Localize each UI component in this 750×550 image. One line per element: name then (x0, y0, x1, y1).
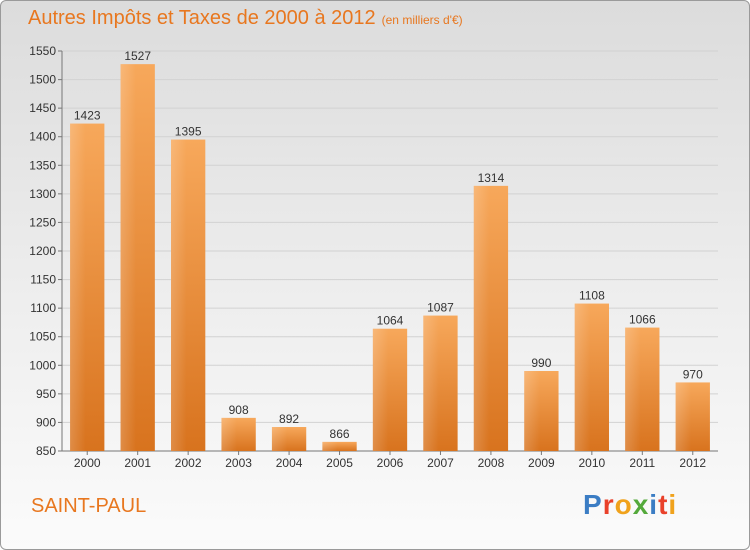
bar-highlight-2011 (625, 327, 641, 451)
y-tick-label-1350: 1350 (29, 158, 56, 172)
data-label-2004: 892 (279, 412, 299, 426)
y-tick-label-1450: 1450 (29, 101, 56, 115)
y-tick-label-1500: 1500 (29, 73, 56, 87)
y-tick-label-1300: 1300 (29, 187, 56, 201)
y-tick-label-900: 900 (36, 415, 56, 429)
data-label-2001: 1527 (124, 49, 151, 63)
y-tick-label-950: 950 (36, 387, 56, 401)
bar-highlight-2000 (70, 123, 86, 452)
place-name: SAINT-PAUL (31, 495, 147, 517)
y-tick-label-1100: 1100 (30, 301, 56, 315)
bar-highlight-2005 (322, 441, 338, 451)
data-label-2007: 1087 (427, 301, 454, 315)
bar-highlight-2007 (423, 315, 439, 451)
x-tick-label-2008: 2008 (478, 456, 505, 470)
x-tick-label-2007: 2007 (427, 456, 454, 470)
data-label-2006: 1064 (377, 314, 404, 328)
x-tick-label-2010: 2010 (578, 456, 605, 470)
x-tick-label-2009: 2009 (528, 456, 555, 470)
chart-title: Autres Impôts et Taxes de 2000 à 2012 (en… (28, 7, 463, 30)
x-tick-label-2002: 2002 (175, 456, 202, 470)
bar-highlight-2001 (120, 64, 136, 451)
y-tick-label-1550: 1550 (29, 44, 56, 58)
y-tick-label-1000: 1000 (29, 358, 56, 372)
chart-title-text: Autres Impôts et Taxes de 2000 à 2012 (28, 7, 376, 29)
bar-highlight-2009 (524, 371, 540, 451)
bar-highlight-2004 (271, 427, 288, 451)
y-tick-label-1200: 1200 (29, 244, 56, 258)
data-label-2000: 1423 (74, 109, 101, 123)
x-tick-label-2012: 2012 (679, 456, 706, 470)
x-tick-label-2011: 2011 (629, 456, 655, 470)
data-label-2008: 1314 (478, 171, 505, 185)
bar-highlight-2010 (574, 303, 591, 451)
x-tick-label-2005: 2005 (326, 456, 353, 470)
bar-highlight-2002 (170, 139, 187, 452)
bar-highlight-2006 (372, 328, 389, 451)
x-tick-label-2004: 2004 (276, 456, 303, 470)
data-label-2010: 1108 (579, 289, 605, 303)
y-tick-label-1250: 1250 (29, 215, 56, 229)
y-tick-label-1400: 1400 (29, 130, 56, 144)
x-tick-label-2000: 2000 (74, 456, 101, 470)
x-tick-label-2003: 2003 (225, 456, 252, 470)
data-label-2011: 1066 (629, 313, 656, 327)
data-label-2005: 866 (330, 427, 350, 441)
y-tick-label-1150: 1150 (30, 273, 56, 287)
x-tick-label-2006: 2006 (377, 456, 404, 470)
data-label-2003: 908 (229, 403, 249, 417)
data-label-2012: 970 (683, 367, 703, 381)
bar-highlight-2003 (221, 417, 237, 451)
y-tick-label-850: 850 (36, 444, 56, 458)
data-label-2002: 1395 (175, 125, 202, 139)
x-tick-label-2001: 2001 (124, 456, 151, 470)
data-label-2009: 990 (531, 356, 551, 370)
proxiti-logo: Proxiti (583, 489, 678, 520)
y-tick-label-1050: 1050 (29, 330, 56, 344)
bar-highlight-2008 (473, 185, 490, 451)
bar-highlight-2012 (675, 382, 692, 451)
chart-unit: (en milliers d'€) (381, 13, 463, 27)
bar-2005 (322, 441, 357, 451)
